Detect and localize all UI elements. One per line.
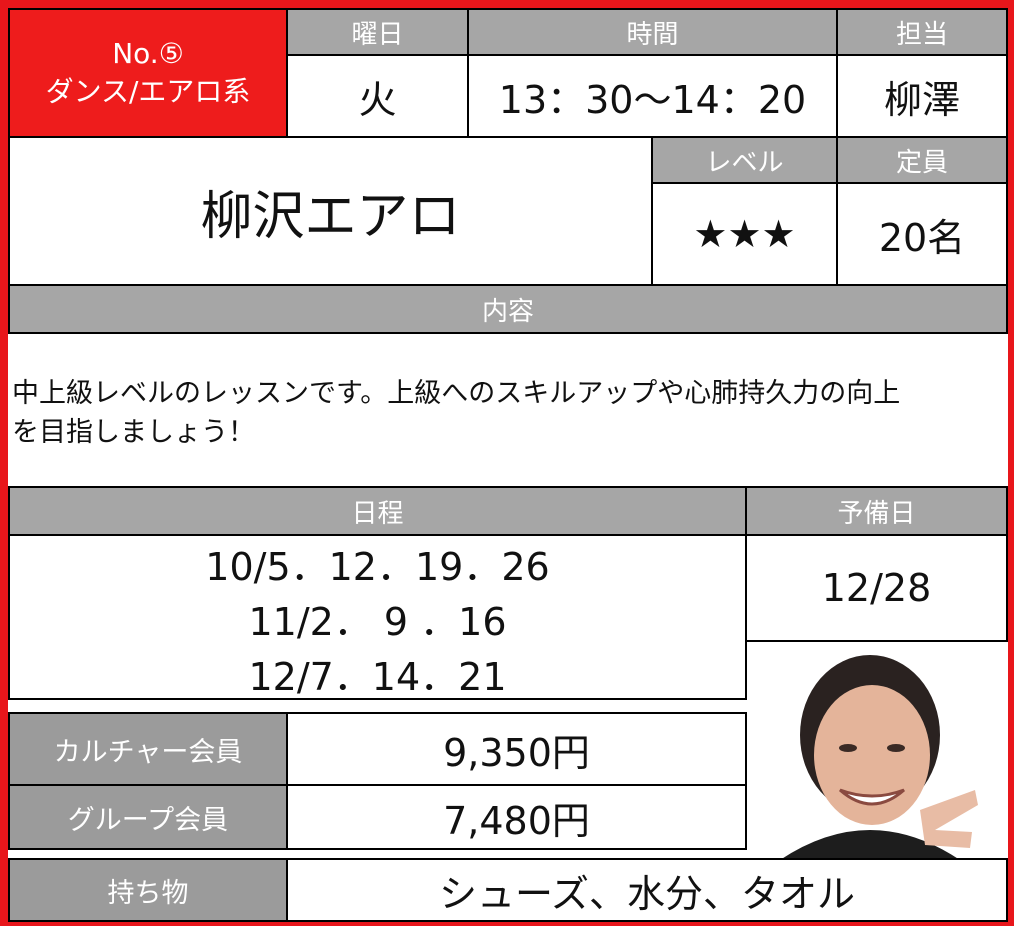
header-cell: 曜日 — [286, 8, 469, 56]
fee-label: グループ会員 — [8, 784, 288, 850]
schedule-line: 11/2． 9 ．16 — [248, 600, 507, 644]
schedule-line: 12/7．14．21 — [248, 655, 507, 699]
class-category: ダンス/エアロ系 — [45, 74, 251, 108]
reserve-date: 12/28 — [745, 534, 1008, 642]
header-cell: レベル — [651, 136, 838, 184]
fee-price: 9,350円 — [286, 712, 747, 786]
items: シューズ、水分、タオル — [286, 858, 1008, 922]
class-id-cell: No.⑤ ダンス/エアロ系 — [8, 8, 288, 138]
level: ★★★ — [651, 182, 838, 286]
fee-label: カルチャー会員 — [8, 712, 288, 786]
fee-price: 7,480円 — [286, 784, 747, 850]
items-label: 持ち物 — [8, 858, 288, 922]
content: 中上級レベルのレッスンです。上級へのスキルアップや心肺持久力の向上 を目指しまし… — [8, 332, 1008, 488]
class-number: No.⑤ — [112, 36, 184, 70]
day: 火 — [286, 54, 469, 138]
header-cell: 定員 — [836, 136, 1008, 184]
content-line: 中上級レベルのレッスンです。上級へのスキルアップや心肺持久力の向上 — [12, 378, 901, 409]
instructor: 柳澤 — [836, 54, 1008, 138]
header-cell: 担当 — [836, 8, 1008, 56]
time: 13：30～14：20 — [467, 54, 838, 138]
header-cell: 内容 — [8, 284, 1008, 334]
header-cell: 日程 — [8, 486, 747, 536]
class-title: 柳沢エアロ — [8, 136, 653, 286]
capacity: 20名 — [836, 182, 1008, 286]
content-line: を目指しましょう！ — [12, 417, 255, 448]
schedule-line: 10/5．12．19．26 — [205, 545, 550, 589]
instructor-photo — [780, 655, 978, 860]
header-cell: 時間 — [467, 8, 838, 56]
schedule: 10/5．12．19．26 11/2． 9 ．16 12/7．14．21 — [8, 534, 747, 700]
header-cell: 予備日 — [745, 486, 1008, 536]
